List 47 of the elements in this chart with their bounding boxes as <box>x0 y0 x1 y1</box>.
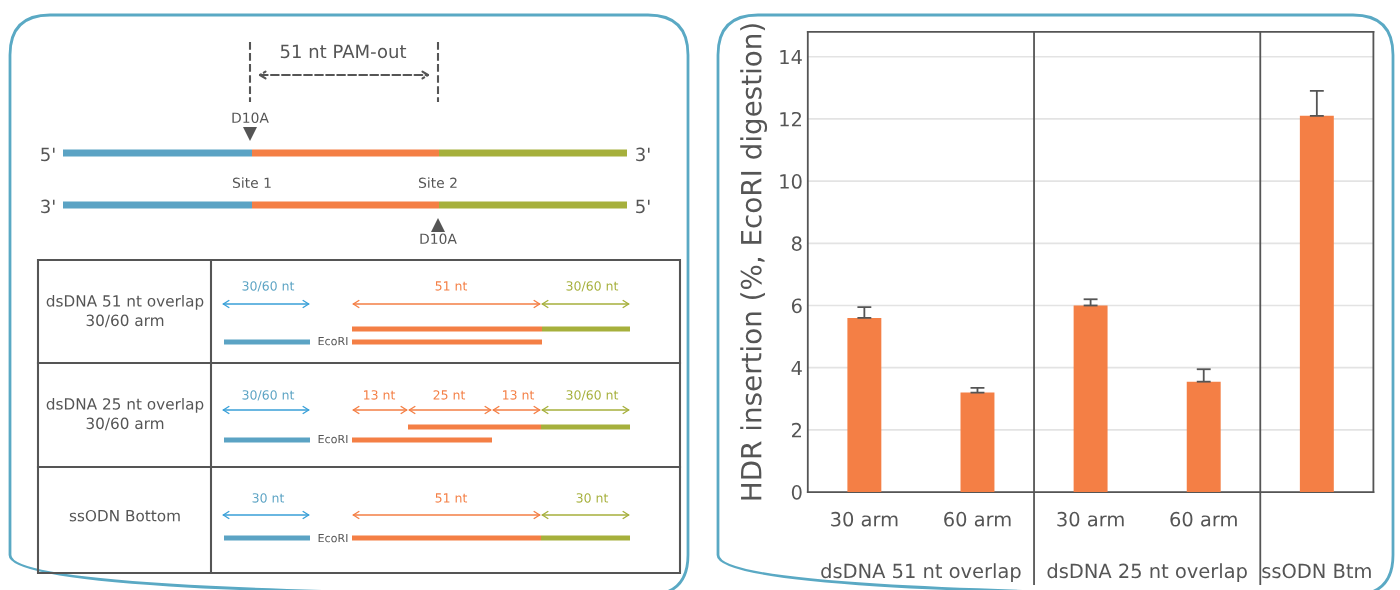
y-tick-label: 12 <box>780 111 801 127</box>
text: 51 nt <box>435 493 468 503</box>
text: 30 nt <box>252 493 285 503</box>
y-tick-label: 4 <box>791 360 802 376</box>
text: 25 nt <box>433 390 466 400</box>
text: EcoRI <box>318 336 348 346</box>
text: ssODN Bottom <box>69 509 180 522</box>
y-tick-label: 2 <box>791 422 801 438</box>
x-tick-label: 30 arm <box>831 511 898 527</box>
text: 5' <box>41 147 55 162</box>
y-tick-label: 10 <box>780 174 802 189</box>
y-tick-label: 6 <box>791 298 802 314</box>
text: D10A <box>232 112 269 124</box>
text: dsDNA 51 nt overlap <box>821 563 1021 583</box>
x-tick-label: 30 arm <box>1057 511 1124 527</box>
text: D10A <box>420 233 457 245</box>
text: 30/60 nt <box>242 281 295 292</box>
text: Site 2 <box>418 177 457 189</box>
text: EcoRI <box>318 533 348 543</box>
text: 30/60 nt <box>242 390 295 401</box>
x-tick-label: 60 arm <box>1170 511 1237 527</box>
bar <box>1299 115 1334 493</box>
y-tick-label: 14 <box>780 49 802 65</box>
bar <box>847 317 882 493</box>
text: 13 nt <box>503 390 535 400</box>
text: dsDNA 51 nt overlap 30/60 arm <box>46 294 204 328</box>
text: 3' <box>636 147 650 162</box>
text: ssODN Btm <box>1262 563 1371 579</box>
bar <box>1186 381 1221 493</box>
y-tick-label: 8 <box>791 236 802 251</box>
text: Site 1 <box>232 177 271 189</box>
text: 51 nt PAM-out <box>280 44 407 59</box>
bar <box>960 392 995 493</box>
bar <box>1073 305 1108 493</box>
text: 5' <box>636 199 650 214</box>
y-axis-title: HDR insertion (%, EcoRI digestion) <box>740 24 768 500</box>
y-tick-label: 0 <box>791 485 802 500</box>
text: 51 nt <box>435 281 468 291</box>
text: 13 nt <box>364 390 396 400</box>
text: 30 nt <box>576 493 609 503</box>
x-tick-label: 60 arm <box>944 511 1011 527</box>
text: 30/60 nt <box>566 390 619 401</box>
text: EcoRI <box>318 434 348 444</box>
text: dsDNA 25 nt overlap 30/60 arm <box>46 397 204 431</box>
text: 3' <box>41 199 55 214</box>
text: dsDNA 25 nt overlap <box>1047 563 1247 583</box>
text: 30/60 nt <box>566 281 619 292</box>
